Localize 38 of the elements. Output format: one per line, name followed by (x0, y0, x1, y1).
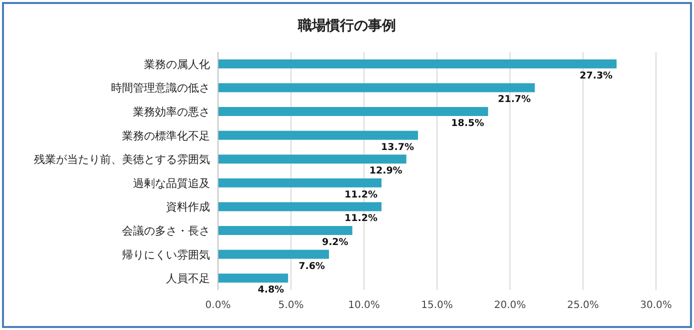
bar (218, 274, 288, 283)
bar (218, 178, 382, 188)
x-tick-label: 20.0% (494, 300, 526, 311)
bar (218, 83, 535, 92)
data-label: 7.6% (298, 260, 326, 272)
x-tick-label: 5.0% (278, 300, 304, 311)
y-tick-label: 人員不足 (166, 272, 210, 286)
y-tick-label: 過剰な品質追及 (133, 176, 210, 190)
y-tick-label: 業務の属人化 (144, 58, 210, 71)
data-label: 11.2% (344, 189, 378, 200)
data-label: 9.2% (322, 237, 349, 248)
y-tick-label: 業務の標準化不足 (122, 129, 210, 142)
x-tick-label: 25.0% (567, 300, 599, 311)
data-label: 11.2% (344, 213, 378, 224)
bar (218, 107, 488, 116)
y-tick-label: 時間管理意識の低さ (111, 82, 210, 95)
data-label: 4.8% (258, 284, 285, 296)
data-label: 13.7% (381, 142, 414, 153)
y-tick-label: 帰りにくい雰囲気 (122, 248, 210, 262)
y-tick-label: 会議の多さ・長さ (122, 224, 210, 238)
data-label: 21.7% (498, 94, 532, 106)
data-label: 27.3% (580, 70, 614, 82)
chart-title: 職場慣行の事例 (297, 17, 396, 34)
bar (218, 250, 329, 259)
bar (218, 226, 352, 235)
bar (218, 59, 617, 68)
bar (218, 202, 382, 212)
bar (218, 130, 418, 140)
y-tick-label: 業務効率の悪さ (133, 106, 210, 118)
y-tick-label: 資料作成 (166, 200, 210, 214)
x-tick-label: 0.0% (205, 300, 231, 311)
x-tick-label: 15.0% (421, 300, 453, 311)
data-label: 12.9% (369, 166, 403, 177)
x-tick-label: 10.0% (348, 300, 380, 311)
data-label: 18.5% (451, 118, 485, 129)
y-tick-label: 残業が当たり前、美徳とする雰囲気 (34, 153, 210, 166)
x-tick-label: 30.0% (640, 300, 672, 311)
bar (218, 154, 406, 164)
